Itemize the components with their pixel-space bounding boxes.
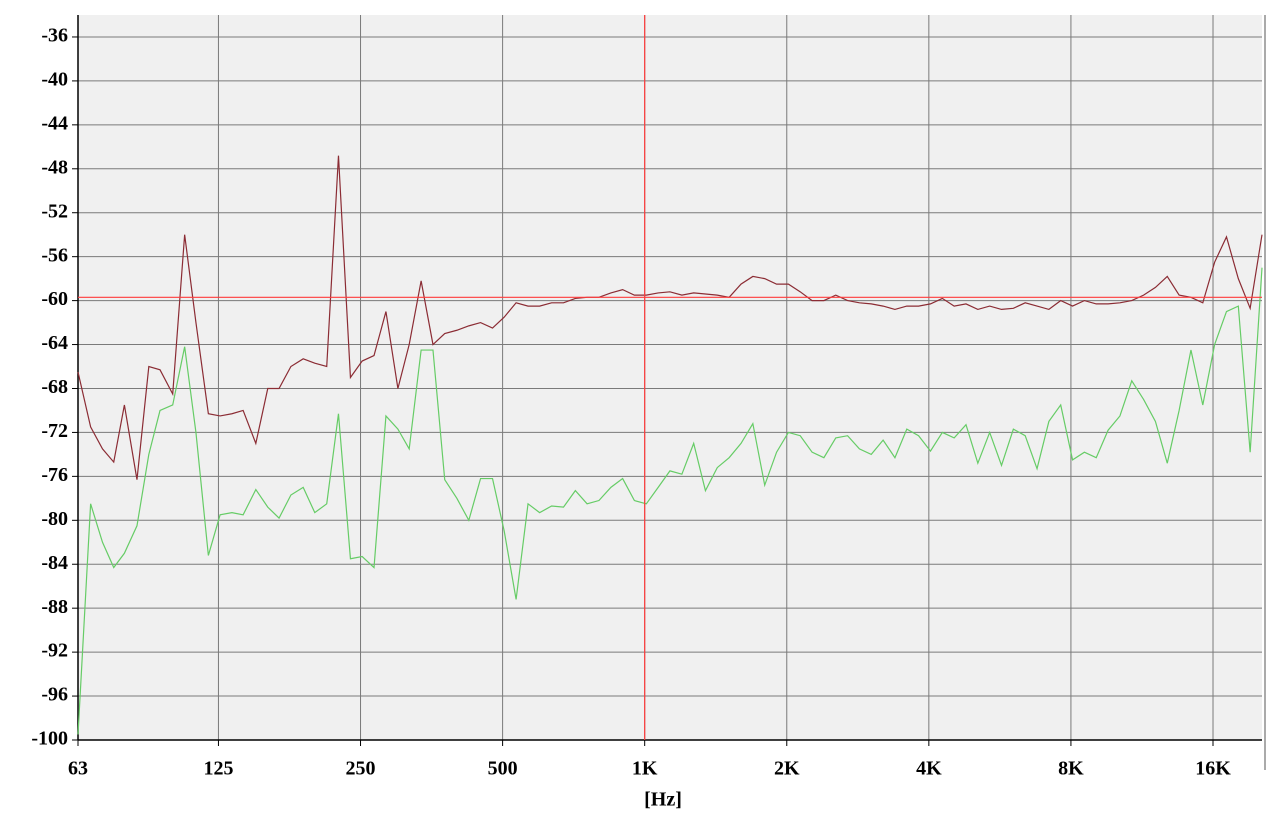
x-tick-label: 16K — [1195, 758, 1231, 780]
y-tick-label: -60 — [41, 288, 68, 310]
y-tick-label: -92 — [41, 640, 68, 662]
y-tick-label: -96 — [41, 684, 68, 706]
y-tick-label: -40 — [41, 69, 68, 91]
plot-area — [78, 15, 1262, 740]
y-tick-label: -44 — [41, 112, 68, 134]
y-tick-label: -100 — [31, 728, 68, 750]
y-tick-label: -84 — [41, 552, 68, 574]
x-tick-label: 63 — [68, 758, 88, 780]
x-tick-label: 2K — [774, 758, 800, 780]
x-tick-label: 8K — [1058, 758, 1084, 780]
y-tick-label: -68 — [41, 376, 68, 398]
y-tick-label: -64 — [41, 332, 68, 354]
x-tick-label: 4K — [916, 758, 942, 780]
y-tick-label: -88 — [41, 596, 68, 618]
y-tick-label: -52 — [41, 200, 68, 222]
series-line — [77, 155, 1263, 480]
y-tick-label: -36 — [41, 25, 68, 47]
x-tick-label: 500 — [488, 758, 518, 780]
y-tick-label: -56 — [41, 244, 68, 266]
y-tick-label: -48 — [41, 156, 68, 178]
series-line — [77, 267, 1263, 735]
y-tick-label: -76 — [41, 464, 68, 486]
x-tick-label: 125 — [203, 758, 233, 780]
y-tick-label: -72 — [41, 420, 68, 442]
y-tick-label: -80 — [41, 508, 68, 530]
x-tick-label: 250 — [346, 758, 376, 780]
x-tick-label: 1K — [632, 758, 658, 780]
x-axis-label: [Hz] — [644, 789, 682, 811]
